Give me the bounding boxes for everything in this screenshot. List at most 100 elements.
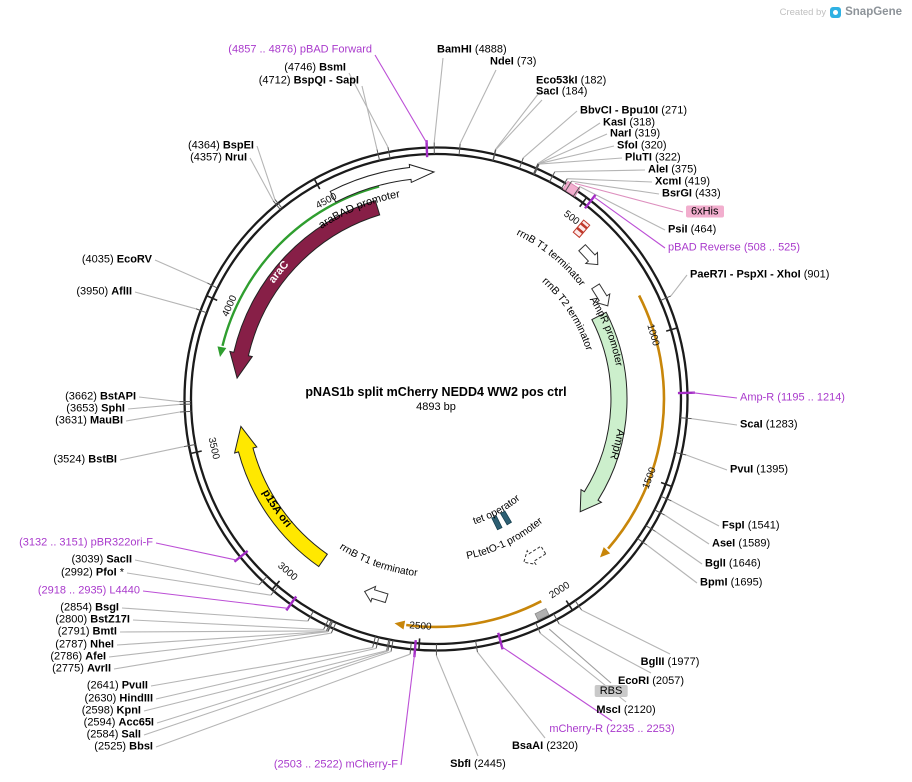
enzyme-label-SacII[interactable]: (3039) SacII — [71, 554, 132, 567]
enzyme-label-BglII[interactable]: BglII (1977) — [641, 656, 700, 669]
enzyme-tick — [375, 637, 380, 649]
enzyme-label-AvrII[interactable]: (2775) AvrII — [52, 663, 111, 676]
enzyme-tick — [274, 199, 283, 209]
enzyme-tick — [372, 636, 376, 648]
enzyme-label-SfoI[interactable]: SfoI (320) — [617, 140, 667, 153]
enzyme-tick — [637, 538, 648, 546]
primer-label-mCherry-R[interactable]: mCherry-R (2235 .. 2253) — [549, 723, 674, 736]
rrnb-t1-terminator-box[interactable] — [572, 219, 591, 239]
enzyme-label-BsmI[interactable]: (4746) BsmI — [284, 62, 346, 75]
primer-label-Amp-R[interactable]: Amp-R (1195 .. 1214) — [740, 392, 845, 405]
enzyme-label-PfoI[interactable]: (2992) PfoI * — [61, 567, 124, 580]
enzyme-label-BstAPI[interactable]: (3662) BstAPI — [65, 391, 136, 404]
label-position: (4035) — [81, 253, 114, 266]
label-name: MauBI — [90, 414, 123, 427]
label-name: SacII — [106, 553, 132, 566]
enzyme-label-PluTI[interactable]: PluTI (322) — [625, 152, 681, 165]
enzyme-label-BspEI[interactable]: (4364) BspEI — [188, 140, 254, 153]
enzyme-label-XcmI[interactable]: XcmI (419) — [655, 176, 710, 189]
label-name: mCherry-F — [345, 758, 398, 771]
enzyme-label-AseI[interactable]: AseI (1589) — [712, 538, 770, 551]
enzyme-label-BmtI[interactable]: (2791) BmtI — [58, 626, 117, 639]
enzyme-label-BbsI[interactable]: (2525) BbsI — [94, 741, 153, 754]
enzyme-label-EcoRV[interactable]: (4035) EcoRV — [82, 254, 152, 267]
ampr-promoter-arrow[interactable] — [589, 282, 615, 310]
feature-arabad-promoter-arrow[interactable] — [329, 163, 436, 203]
enzyme-label-KasI[interactable]: KasI (318) — [603, 117, 655, 130]
label-name: EcoRV — [116, 253, 152, 266]
enzyme-tick — [183, 443, 196, 448]
tet-operator-box-1[interactable] — [499, 510, 513, 526]
scale-tick — [313, 178, 321, 190]
enzyme-label-NdeI[interactable]: NdeI (73) — [490, 56, 536, 69]
enzyme-label-AleI[interactable]: AleI (375) — [648, 164, 697, 177]
enzyme-tick — [330, 622, 337, 634]
label-name: BsrGI — [662, 187, 692, 200]
enzyme-label-SphI[interactable]: (3653) SphI — [66, 403, 125, 416]
rrnb-t1-bottom-arrow[interactable] — [362, 584, 389, 606]
enzyme-label-AflII[interactable]: (3950) AflII — [76, 286, 132, 299]
enzyme-label-EcoRI[interactable]: EcoRI (2057) — [618, 675, 684, 688]
enzyme-label-PaeR7I-PspXI-XhoI[interactable]: PaeR7I - PspXI - XhoI (901) — [690, 269, 829, 282]
primer-label-pBAD-Reverse[interactable]: pBAD Reverse (508 .. 525) — [668, 242, 800, 255]
label-position: (2235 .. 2253) — [606, 723, 675, 735]
enzyme-label-HindIII[interactable]: (2630) HindIII — [85, 693, 153, 706]
enzyme-label-NruI[interactable]: (4357) NruI — [190, 152, 247, 165]
rrnb-t2-terminator-arrow[interactable] — [576, 242, 603, 270]
pltet-promoter-arrow[interactable] — [520, 543, 548, 569]
enzyme-label-PvuII[interactable]: (2641) PvuII — [87, 680, 148, 693]
primer-label-pBAD-Forward[interactable]: (4857 .. 4876) pBAD Forward — [228, 44, 372, 57]
orf-arc-ampr — [607, 294, 666, 550]
enzyme-label-Acc65I[interactable]: (2594) Acc65I — [84, 717, 154, 730]
tet-operator-box-2[interactable] — [491, 515, 503, 531]
enzyme-label-PsiI[interactable]: PsiI (464) — [668, 224, 716, 237]
leader-line — [501, 646, 613, 722]
label-name: AleI — [648, 163, 669, 176]
enzyme-label-Eco53kI[interactable]: Eco53kI (182) — [536, 75, 606, 88]
primer-label-L4440[interactable]: (2918 .. 2935) L4440 — [38, 585, 140, 598]
enzyme-label-BspQI-SapI[interactable]: (4712) BspQI - SapI — [259, 75, 359, 88]
enzyme-label-BamHI[interactable]: BamHI (4888) — [437, 44, 507, 57]
enzyme-label-BsrGI[interactable]: BsrGI (433) — [662, 188, 721, 201]
enzyme-label-BstBI[interactable]: (3524) BstBI — [53, 454, 117, 467]
enzyme-label-MscI[interactable]: MscI (2120) — [596, 704, 655, 717]
leader-line — [554, 169, 646, 173]
primer-label-pBR322ori-F[interactable]: (3132 .. 3151) pBR322ori-F — [19, 537, 153, 550]
enzyme-label-NarI[interactable]: NarI (319) — [610, 128, 660, 141]
feature-ampr-arrow[interactable] — [579, 311, 628, 513]
enzyme-label-BstZ17I[interactable]: (2800) BstZ17I — [55, 614, 130, 627]
label-name: mCherry-R — [549, 723, 604, 735]
enzyme-tick — [307, 610, 314, 622]
enzyme-label-BsaAI[interactable]: BsaAI (2320) — [512, 740, 578, 753]
enzyme-label-BpmI[interactable]: BpmI (1695) — [700, 577, 762, 590]
feature-arac-arrow[interactable] — [229, 199, 381, 380]
enzyme-label-PvuI[interactable]: PvuI (1395) — [730, 464, 788, 477]
enzyme-label-BglI[interactable]: BglI (1646) — [705, 558, 761, 571]
leader-line — [116, 630, 328, 646]
leader-line — [374, 54, 428, 143]
enzyme-label-NheI[interactable]: (2787) NheI — [55, 639, 114, 652]
enzyme-label-SbfI[interactable]: SbfI (2445) — [450, 758, 506, 771]
enzyme-label-MauBI[interactable]: (3631) MauBI — [55, 415, 123, 428]
label-name: L4440 — [109, 584, 140, 597]
enzyme-label-BbvCI-Bpu10I[interactable]: BbvCI - Bpu10I (271) — [580, 105, 687, 118]
enzyme-label-SalI[interactable]: (2584) SalI — [87, 729, 141, 742]
label-name: SbfI — [450, 758, 471, 770]
watermark-prefix: Created by — [779, 6, 827, 18]
enzyme-label-FspI[interactable]: FspI (1541) — [722, 520, 779, 533]
scale-tick — [665, 326, 678, 332]
feature-tag-RBS[interactable]: RBS — [594, 685, 628, 698]
primer-label-mCherry-F[interactable]: (2503 .. 2522) mCherry-F — [274, 759, 398, 772]
enzyme-label-BsgI[interactable]: (2854) BsgI — [60, 602, 119, 615]
label-position: (419) — [684, 175, 711, 188]
feature-tag-6xHis[interactable]: 6xHis — [686, 205, 724, 219]
enzyme-label-AfeI[interactable]: (2786) AfeI — [50, 651, 106, 664]
enzyme-label-KpnI[interactable]: (2598) KpnI — [82, 705, 141, 718]
enzyme-label-SacI[interactable]: SacI (184) — [536, 86, 587, 99]
label-name: BstZ17I — [90, 613, 130, 626]
leader-line — [127, 403, 180, 410]
enzyme-label-ScaI[interactable]: ScaI (1283) — [740, 419, 798, 432]
enzyme-tick — [674, 451, 687, 456]
feature-p15a-ori-arrow[interactable] — [233, 425, 328, 568]
